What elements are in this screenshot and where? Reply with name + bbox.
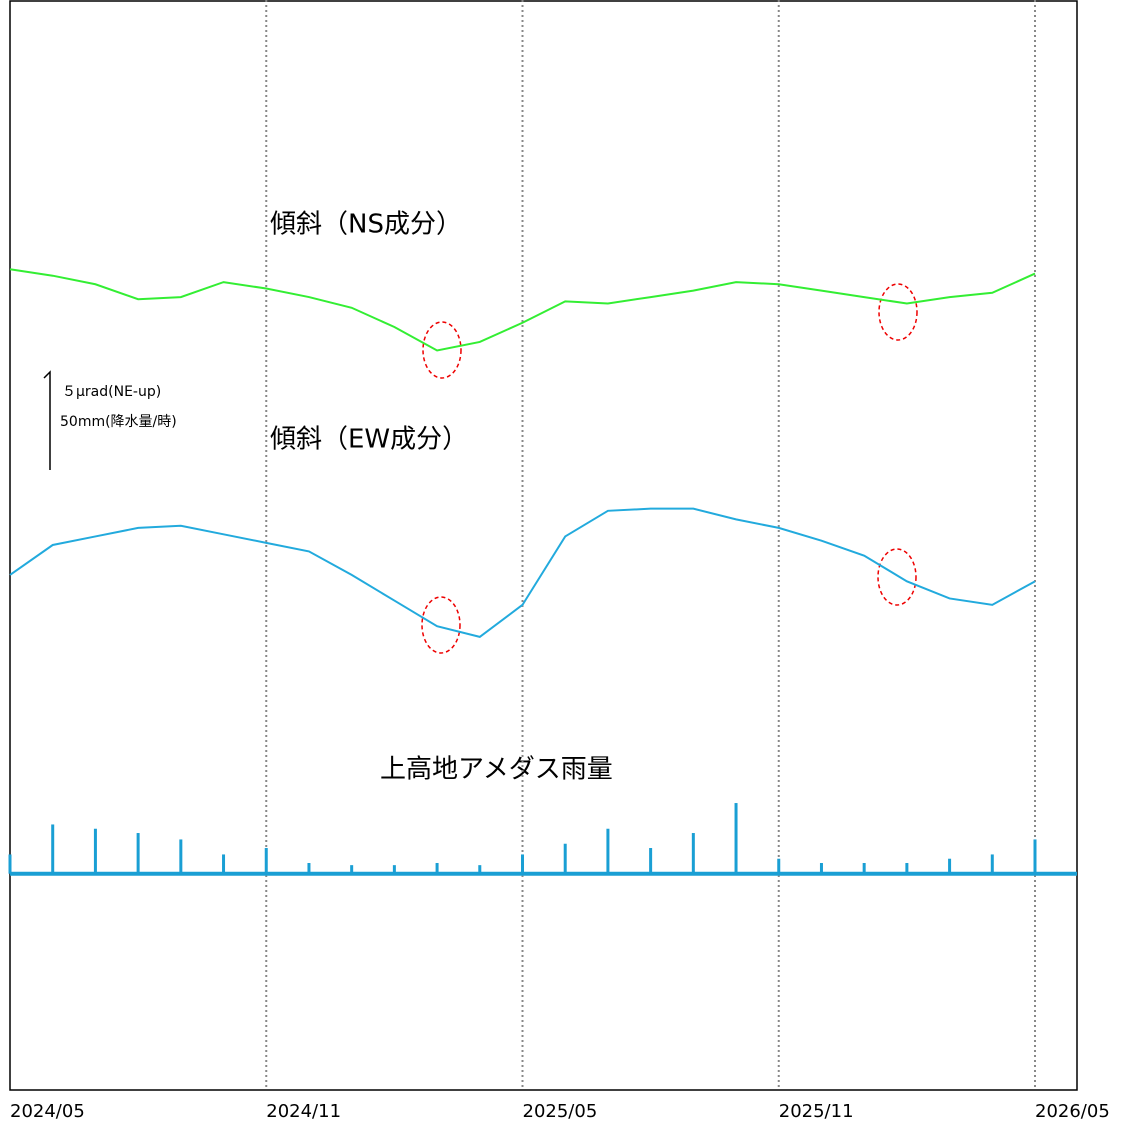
plot-frame — [9, 0, 1078, 1091]
bar — [905, 863, 909, 874]
bar — [1033, 839, 1037, 874]
bar — [350, 865, 354, 874]
bar — [691, 833, 695, 874]
x-tick-label: 2024/11 — [266, 1101, 341, 1122]
scale-bar — [43, 370, 51, 470]
scale-label: ５μrad(NE-up) — [62, 384, 161, 400]
series-line — [9, 268, 1036, 352]
bar — [862, 863, 866, 874]
bar — [521, 854, 524, 874]
bar — [93, 828, 97, 874]
bar — [819, 863, 823, 874]
bar — [606, 828, 610, 874]
bar — [222, 854, 226, 874]
bar — [307, 863, 311, 874]
x-tick-label: 2026/05 — [1035, 1101, 1110, 1122]
scale-label: 50mm(降水量/時) — [60, 414, 177, 430]
series-line — [9, 507, 1036, 638]
bar — [136, 833, 140, 874]
x-tick-label: 2025/11 — [779, 1101, 854, 1122]
bar — [734, 803, 738, 874]
x-tick-label: 2024/05 — [10, 1101, 85, 1122]
annotation: 傾斜（NS成分） — [270, 210, 462, 240]
bar — [478, 865, 482, 874]
highlight-circles — [421, 283, 918, 654]
annotation: 上高地アメダス雨量 — [380, 755, 613, 785]
bar — [8, 854, 12, 874]
bar — [948, 858, 952, 874]
bar — [990, 854, 994, 874]
bar — [264, 848, 268, 874]
annotation: 傾斜（EW成分） — [270, 425, 468, 455]
x-tick-label: 2025/05 — [523, 1101, 598, 1122]
bar — [777, 858, 781, 874]
bar — [649, 848, 653, 874]
bar — [392, 865, 396, 874]
bar — [435, 863, 439, 874]
bar — [563, 843, 567, 874]
bar — [179, 839, 183, 874]
bar — [51, 824, 55, 874]
